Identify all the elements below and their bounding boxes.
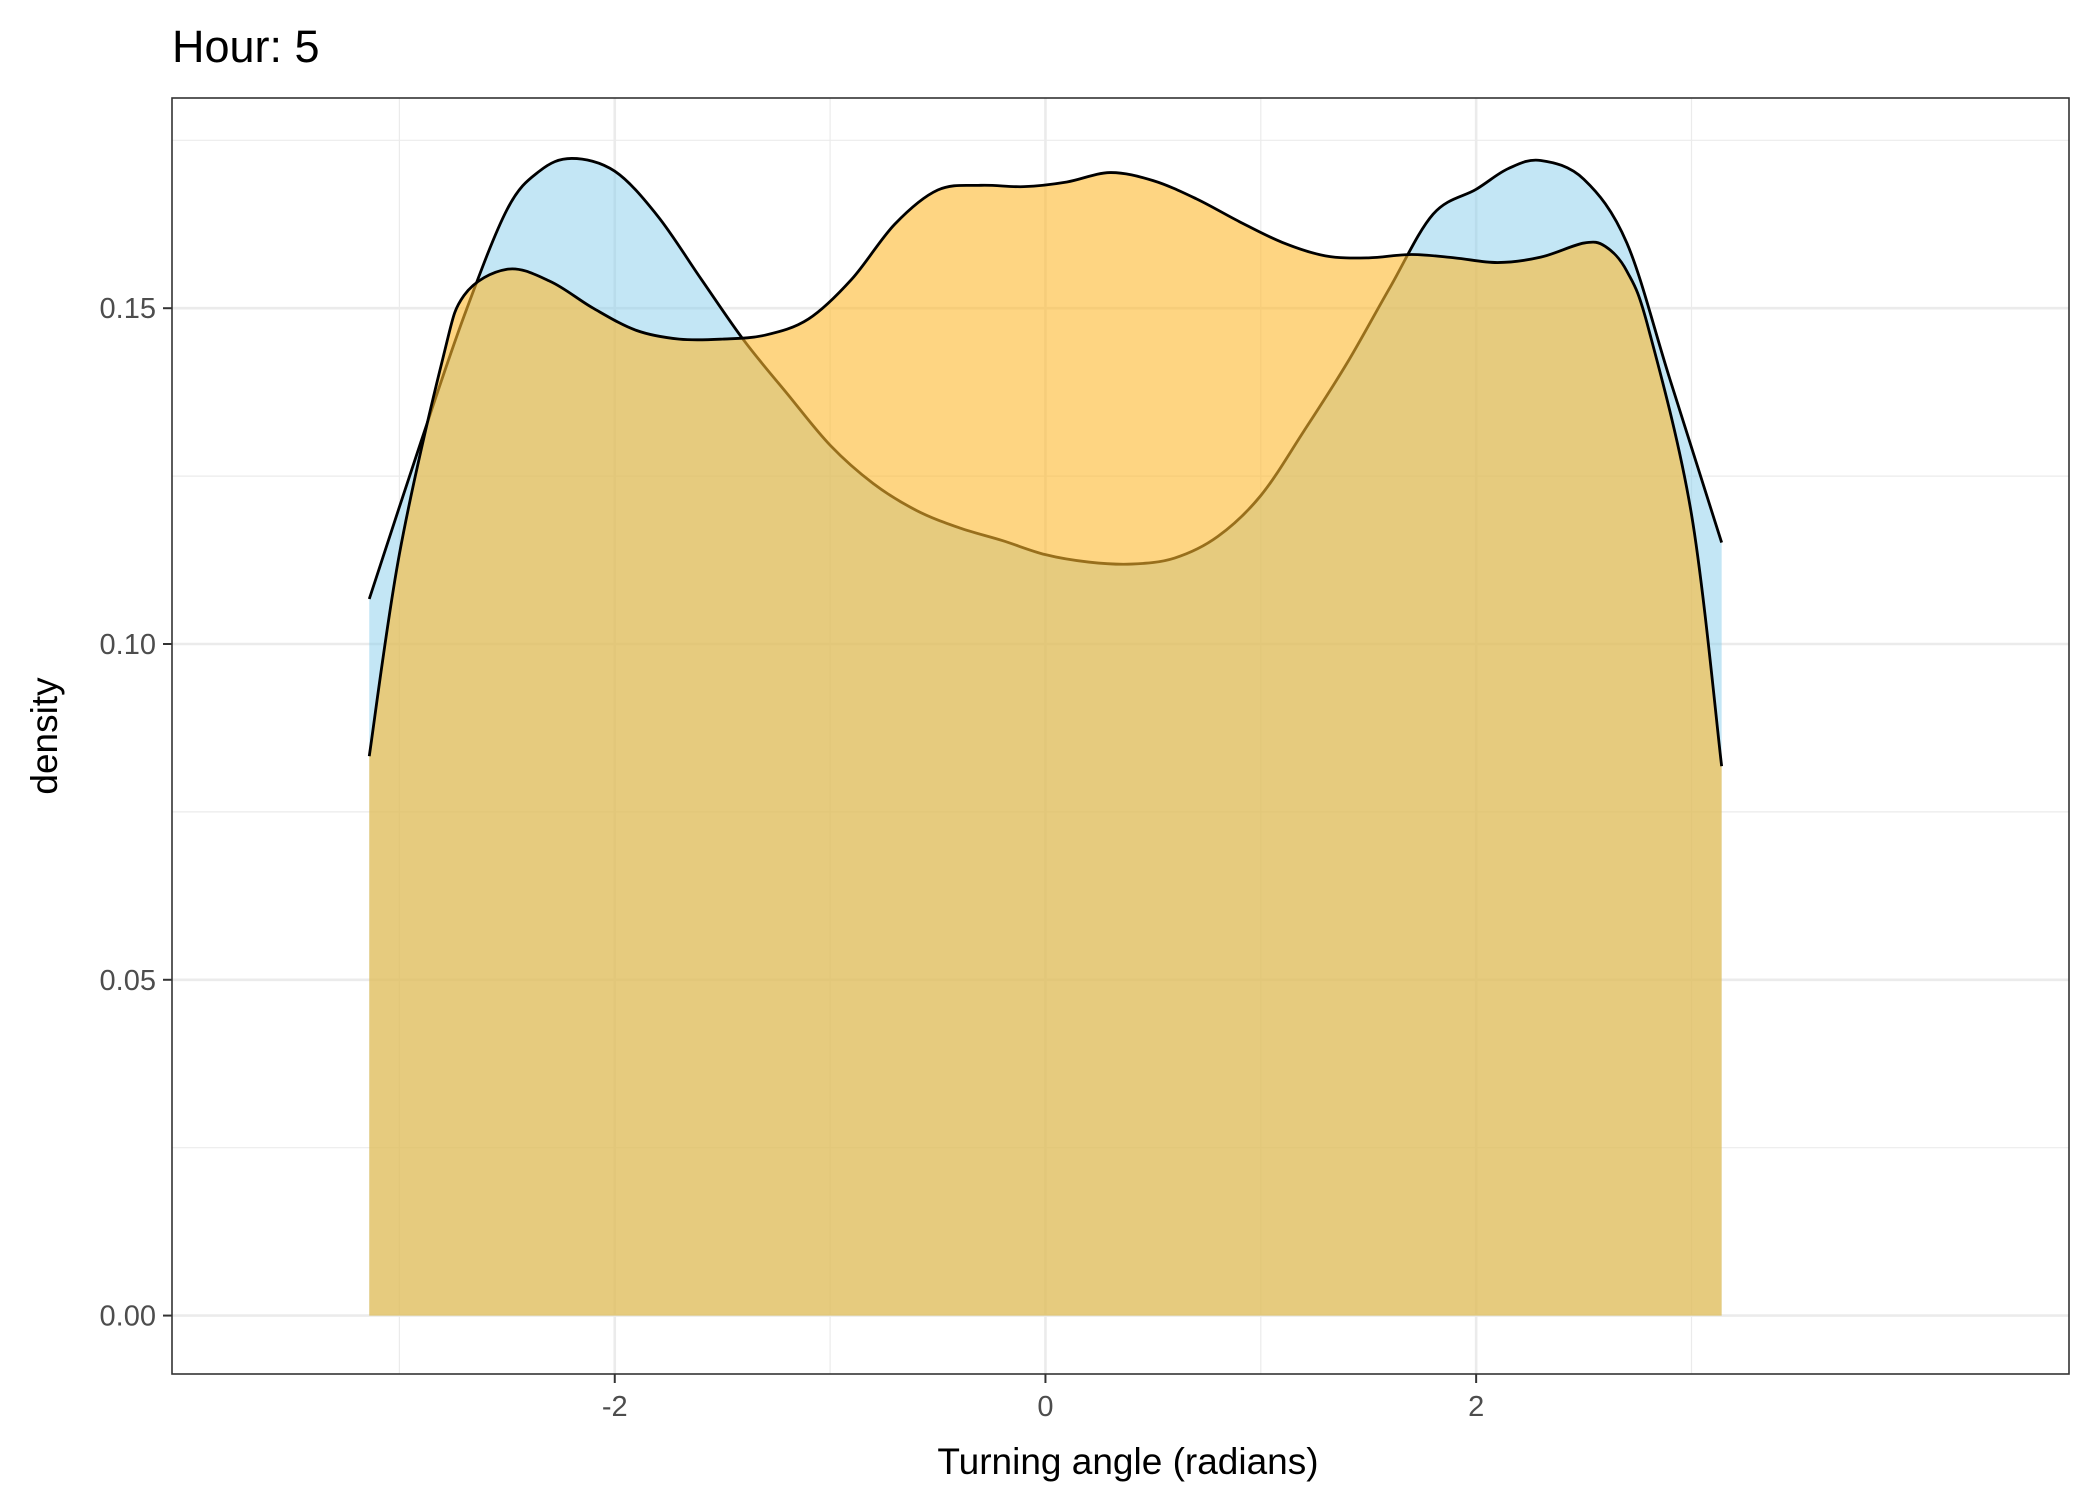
density-areas — [367, 157, 1724, 1316]
x-tick-label: 0 — [1037, 1391, 1053, 1423]
y-tick-label: 0.00 — [100, 1301, 156, 1333]
density-area-2 — [369, 172, 1722, 1316]
x-tick-label: 2 — [1468, 1391, 1484, 1423]
y-axis-title: density — [24, 677, 65, 795]
x-tick-label: -2 — [602, 1391, 628, 1423]
chart-title: Hour: 5 — [172, 21, 320, 72]
y-tick-label: 0.05 — [100, 965, 156, 997]
x-axis-ticks: -2 0 2 — [602, 1374, 1484, 1423]
x-axis-title: Turning angle (radians) — [937, 1441, 1318, 1482]
y-tick-label: 0.10 — [100, 629, 156, 661]
y-axis-ticks: 0.00 0.05 0.10 0.15 — [100, 293, 172, 1333]
y-tick-label: 0.15 — [100, 293, 156, 325]
panel-border — [171, 97, 2070, 1375]
density-curve-2 — [367, 171, 1724, 767]
